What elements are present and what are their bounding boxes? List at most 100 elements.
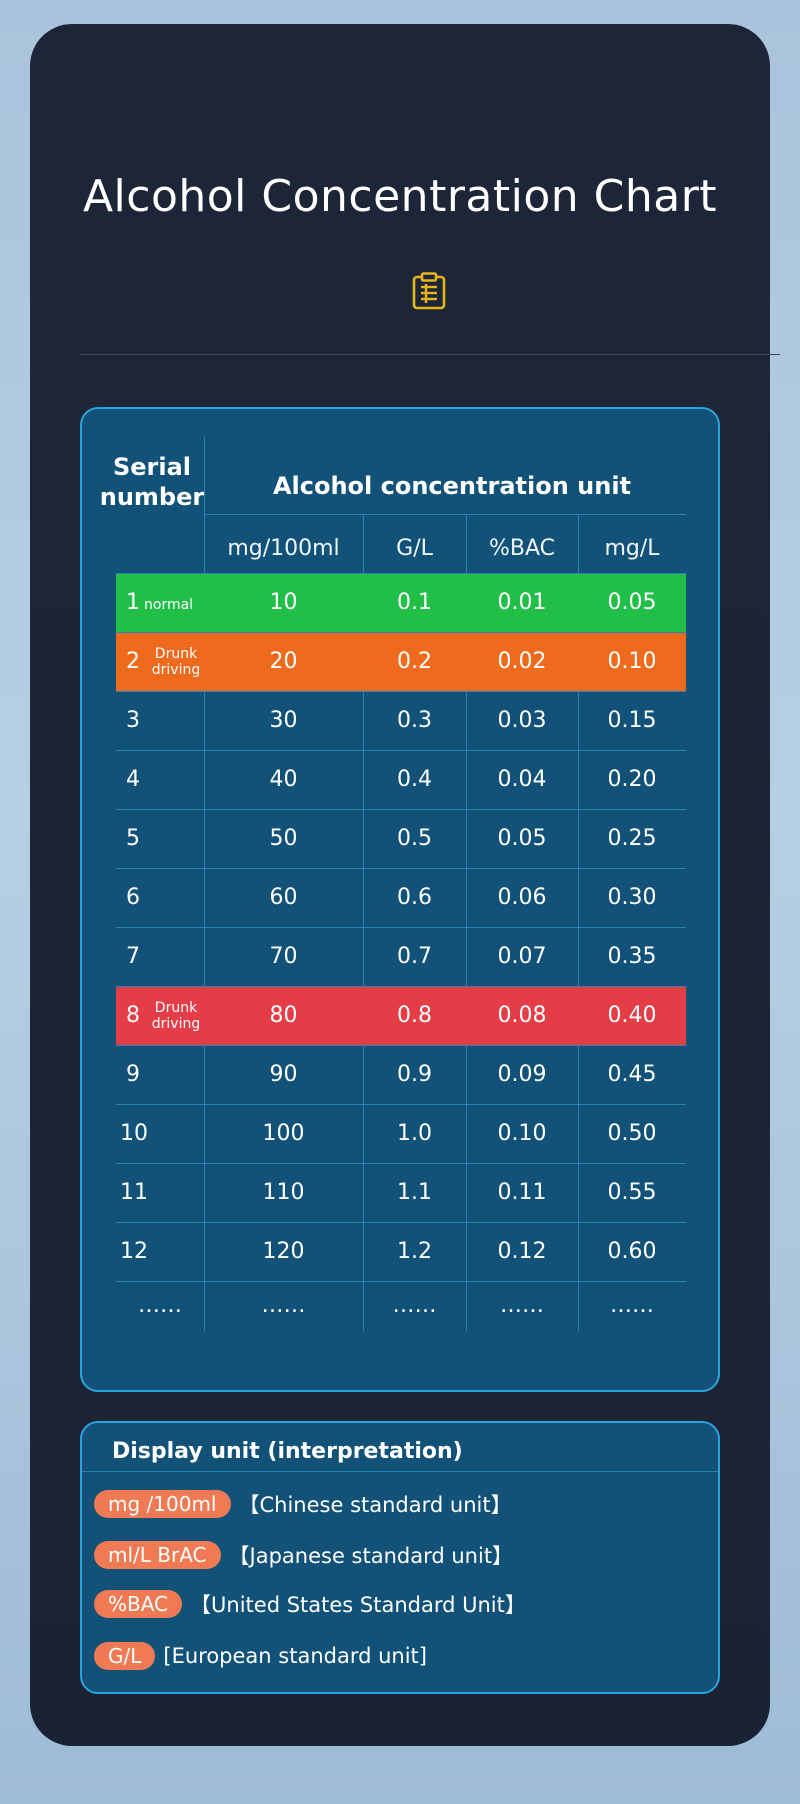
serial-number: 10: [120, 1121, 148, 1146]
grid-hline: [116, 1104, 686, 1105]
value-cell: 0.20: [607, 767, 657, 792]
grid-vline: [578, 514, 579, 1331]
value-cell: 0.60: [607, 1239, 657, 1264]
unit-description: [European standard unit]: [163, 1644, 427, 1668]
value-cell: 110: [262, 1180, 305, 1205]
value-cell: 0.25: [607, 826, 657, 851]
serial-number: 8: [126, 1003, 140, 1028]
value-cell: 20: [269, 649, 298, 674]
serial-header-line: Serial: [112, 453, 192, 481]
value-cell: 0.09: [497, 1062, 547, 1087]
grid-hline: [116, 809, 686, 810]
serial-number: 2: [126, 649, 140, 674]
unit-header: Alcohol concentration unit: [272, 472, 632, 500]
grid-vline: [466, 514, 467, 1331]
table-row: 11 110 1.1 0.11 0.55: [116, 1164, 686, 1222]
value-cell: 10: [269, 590, 298, 615]
row-status-note: Drunk driving: [151, 646, 201, 678]
serial-cell: 3: [116, 692, 204, 750]
value-cell: 0.8: [397, 1003, 432, 1028]
serial-number: 4: [126, 767, 140, 792]
value-cell: 0.6: [397, 885, 432, 910]
value-cell: 0.9: [397, 1062, 432, 1087]
unit-badge: G/L: [94, 1642, 156, 1670]
value-cell: 0.55: [607, 1180, 657, 1205]
ellipsis-cell: ……: [500, 1293, 544, 1318]
grid-hline: [116, 986, 686, 987]
table-row: 4 40 0.4 0.04 0.20: [116, 751, 686, 809]
grid-hline: [116, 573, 686, 574]
serial-cell: 11: [116, 1164, 204, 1222]
serial-cell: 1 normal: [116, 574, 204, 632]
legend-divider: [82, 1471, 718, 1472]
column-header: mg/100ml: [227, 536, 340, 561]
serial-number: 6: [126, 885, 140, 910]
value-cell: 0.1: [397, 590, 432, 615]
unit-description: 【United States Standard Unit】: [190, 1593, 526, 1617]
value-cell: 0.3: [397, 708, 432, 733]
value-cell: 70: [269, 944, 298, 969]
value-cell: 0.5: [397, 826, 432, 851]
serial-cell: 5: [116, 810, 204, 868]
value-cell: 0.05: [607, 590, 657, 615]
column-header: %BAC: [488, 536, 556, 561]
value-cell: 0.30: [607, 885, 657, 910]
table-row: 8 Drunk driving 80 0.8 0.08 0.40: [116, 987, 686, 1045]
value-cell: 40: [269, 767, 298, 792]
ellipsis-cell: ……: [610, 1293, 654, 1318]
unit-badge: mg /100ml: [94, 1490, 231, 1518]
concentration-table: Serial number Alcohol concentration unit …: [80, 407, 720, 1392]
table-row: 3 30 0.3 0.03 0.15: [116, 692, 686, 750]
clipboard-icon: [412, 272, 446, 310]
value-cell: 0.4: [397, 767, 432, 792]
value-cell: 90: [269, 1062, 298, 1087]
value-cell: 0.11: [497, 1180, 547, 1205]
value-cell: 0.7: [397, 944, 432, 969]
value-cell: 0.04: [497, 767, 547, 792]
value-cell: 0.12: [497, 1239, 547, 1264]
serial-cell: 10: [116, 1105, 204, 1163]
value-cell: 0.08: [497, 1003, 547, 1028]
value-cell: 0.05: [497, 826, 547, 851]
table-row: 5 50 0.5 0.05 0.25: [116, 810, 686, 868]
ellipsis-cell: ……: [392, 1293, 437, 1318]
serial-header-line: number: [99, 483, 205, 511]
legend-item: %BAC 【United States Standard Unit】: [94, 1589, 526, 1619]
value-cell: 120: [262, 1239, 305, 1264]
unit-description: 【Chinese standard unit】: [238, 1493, 512, 1517]
table-row: 2 Drunk driving 20 0.2 0.02 0.10: [116, 633, 686, 691]
value-cell: 0.15: [607, 708, 657, 733]
page-title: Alcohol Concentration Chart: [82, 171, 718, 222]
legend-title: Display unit (interpretation): [112, 1439, 463, 1464]
column-header: mg/L: [604, 536, 660, 561]
grid-hline: [116, 927, 686, 928]
value-cell: 100: [262, 1121, 305, 1146]
table-row: 7 70 0.7 0.07 0.35: [116, 928, 686, 986]
column-header: G/L: [396, 536, 433, 561]
serial-number: 1: [126, 590, 140, 615]
grid-hline: [204, 514, 686, 515]
row-status-note: Drunk driving: [151, 1000, 201, 1032]
grid-hline: [116, 691, 686, 692]
table-row: 6 60 0.6 0.06 0.30: [116, 869, 686, 927]
serial-cell: 8 Drunk driving: [116, 987, 204, 1045]
value-cell: 0.07: [497, 944, 547, 969]
value-cell: 80: [269, 1003, 298, 1028]
value-cell: 1.2: [397, 1239, 432, 1264]
value-cell: 0.40: [607, 1003, 657, 1028]
grid-hline: [116, 868, 686, 869]
table-row: 10 100 1.0 0.10 0.50: [116, 1105, 686, 1163]
serial-number: 11: [120, 1180, 148, 1205]
value-cell: 0.2: [397, 649, 432, 674]
value-cell: 1.0: [397, 1121, 432, 1146]
serial-number: 9: [126, 1062, 140, 1087]
value-cell: 1.1: [397, 1180, 432, 1205]
grid-hline: [116, 632, 686, 633]
serial-number: 12: [120, 1239, 148, 1264]
ellipsis-cell: ……: [138, 1293, 182, 1318]
serial-cell: 7: [116, 928, 204, 986]
serial-cell: 2 Drunk driving: [116, 633, 204, 691]
value-cell: 0.03: [497, 708, 547, 733]
value-cell: 60: [269, 885, 298, 910]
legend-item: G/L [European standard unit]: [94, 1641, 427, 1671]
